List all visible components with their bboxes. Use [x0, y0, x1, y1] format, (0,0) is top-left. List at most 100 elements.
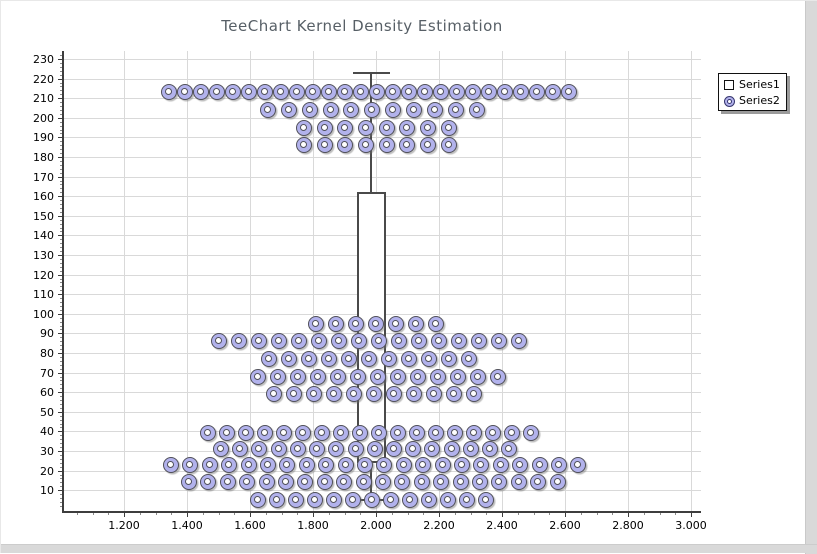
y-major-tick [58, 470, 63, 472]
x-minor-tick [391, 512, 393, 515]
scatter-marker-hole [475, 337, 483, 345]
scatter-marker-hole [280, 429, 288, 437]
scatter-marker [390, 425, 407, 442]
scatter-marker [551, 456, 567, 473]
scatter-marker-hole [184, 478, 192, 486]
scatter-marker [401, 84, 418, 101]
scatter-marker-hole [309, 390, 317, 398]
y-minor-tick [60, 305, 63, 307]
scatter-marker-hole [341, 141, 349, 149]
scatter-marker-hole [264, 354, 272, 362]
scatter-marker [309, 441, 326, 458]
scatter-marker-hole [453, 88, 461, 96]
scatter-marker-hole [466, 445, 474, 453]
y-minor-tick [60, 121, 63, 123]
scatter-marker [295, 137, 312, 154]
y-minor-tick [60, 160, 63, 162]
scatter-marker-hole [413, 429, 421, 437]
scatter-marker-hole [451, 429, 459, 437]
scatter-marker [465, 386, 482, 403]
scatter-marker-hole [217, 445, 225, 453]
scatter-marker-hole [272, 496, 280, 503]
scatter-marker-hole [456, 478, 464, 486]
scatter-marker [251, 441, 268, 458]
scatter-marker [301, 101, 318, 118]
scatter-marker-hole [378, 478, 386, 486]
x-minor-tick [580, 512, 582, 515]
scatter-marker-hole [382, 123, 390, 131]
y-minor-tick [60, 86, 63, 88]
scatter-marker [280, 350, 297, 367]
window-bottom-border [1, 544, 817, 553]
x-minor-tick [612, 512, 614, 515]
x-minor-tick [675, 512, 677, 515]
y-minor-tick [60, 204, 63, 206]
scatter-marker [409, 425, 426, 442]
scatter-marker-hole [449, 390, 457, 398]
y-minor-tick [60, 243, 63, 245]
y-minor-tick [60, 423, 63, 425]
y-major-tick [58, 294, 63, 296]
scatter-marker [504, 425, 521, 442]
scatter-marker [270, 441, 287, 458]
upper-whisker-cap [352, 71, 390, 74]
scatter-marker-hole [302, 460, 310, 468]
scatter-marker [249, 492, 266, 508]
scatter-marker [348, 315, 365, 332]
scatter-marker-hole [447, 445, 455, 453]
scatter-marker [225, 84, 242, 101]
y-minor-tick [60, 400, 63, 402]
scatter-marker-hole [382, 141, 390, 149]
x-minor-tick [265, 512, 267, 515]
scatter-marker-hole [373, 372, 381, 380]
scatter-marker [221, 456, 238, 473]
scatter-marker [513, 84, 530, 101]
scatter-marker-hole [399, 460, 407, 468]
legend-item-series1: Series1 [724, 77, 786, 93]
scatter-marker [343, 101, 360, 118]
x-axis-tick-label: 1.200 [108, 519, 140, 532]
scatter-marker-hole [428, 445, 436, 453]
scatter-marker [443, 441, 460, 458]
scatter-marker-hole [263, 460, 271, 468]
v-gridline [187, 51, 188, 511]
scatter-marker-hole [269, 390, 277, 398]
scatter-marker-hole [261, 429, 269, 437]
scatter-marker [413, 474, 430, 491]
y-axis-tick-label: 30 [40, 445, 54, 458]
scatter-marker-hole [215, 337, 223, 345]
y-minor-tick [60, 102, 63, 104]
scatter-marker-hole [485, 88, 493, 96]
scatter-marker [305, 84, 322, 101]
scatter-marker-hole [359, 478, 367, 486]
y-axis-tick-label: 140 [33, 229, 54, 243]
scatter-marker [385, 441, 402, 458]
scatter-marker-hole [341, 460, 349, 468]
y-minor-tick [60, 231, 63, 233]
scatter-marker [337, 119, 354, 136]
scatter-marker [429, 368, 446, 385]
scatter-marker [489, 368, 506, 385]
scatter-marker-hole [309, 88, 317, 96]
scatter-marker [427, 101, 444, 118]
scatter-marker [193, 84, 210, 101]
scatter-marker [344, 492, 361, 508]
scatter-marker-hole [393, 372, 401, 380]
scatter-marker-hole [389, 390, 397, 398]
scatter-marker-hole [293, 372, 301, 380]
scatter-marker [360, 350, 377, 367]
scatter-marker [273, 84, 290, 101]
y-major-tick [58, 157, 63, 158]
scatter-marker [260, 350, 277, 367]
x-minor-tick [155, 512, 157, 515]
y-minor-tick [60, 458, 63, 460]
scatter-marker [318, 456, 335, 473]
scatter-marker-hole [473, 372, 481, 380]
x-minor-tick [486, 512, 488, 515]
scatter-marker [405, 441, 422, 458]
v-gridline [502, 51, 503, 511]
scatter-marker-hole [313, 372, 321, 380]
h-gridline [63, 98, 701, 100]
scatter-marker-hole [405, 496, 413, 503]
y-minor-tick [60, 368, 63, 370]
